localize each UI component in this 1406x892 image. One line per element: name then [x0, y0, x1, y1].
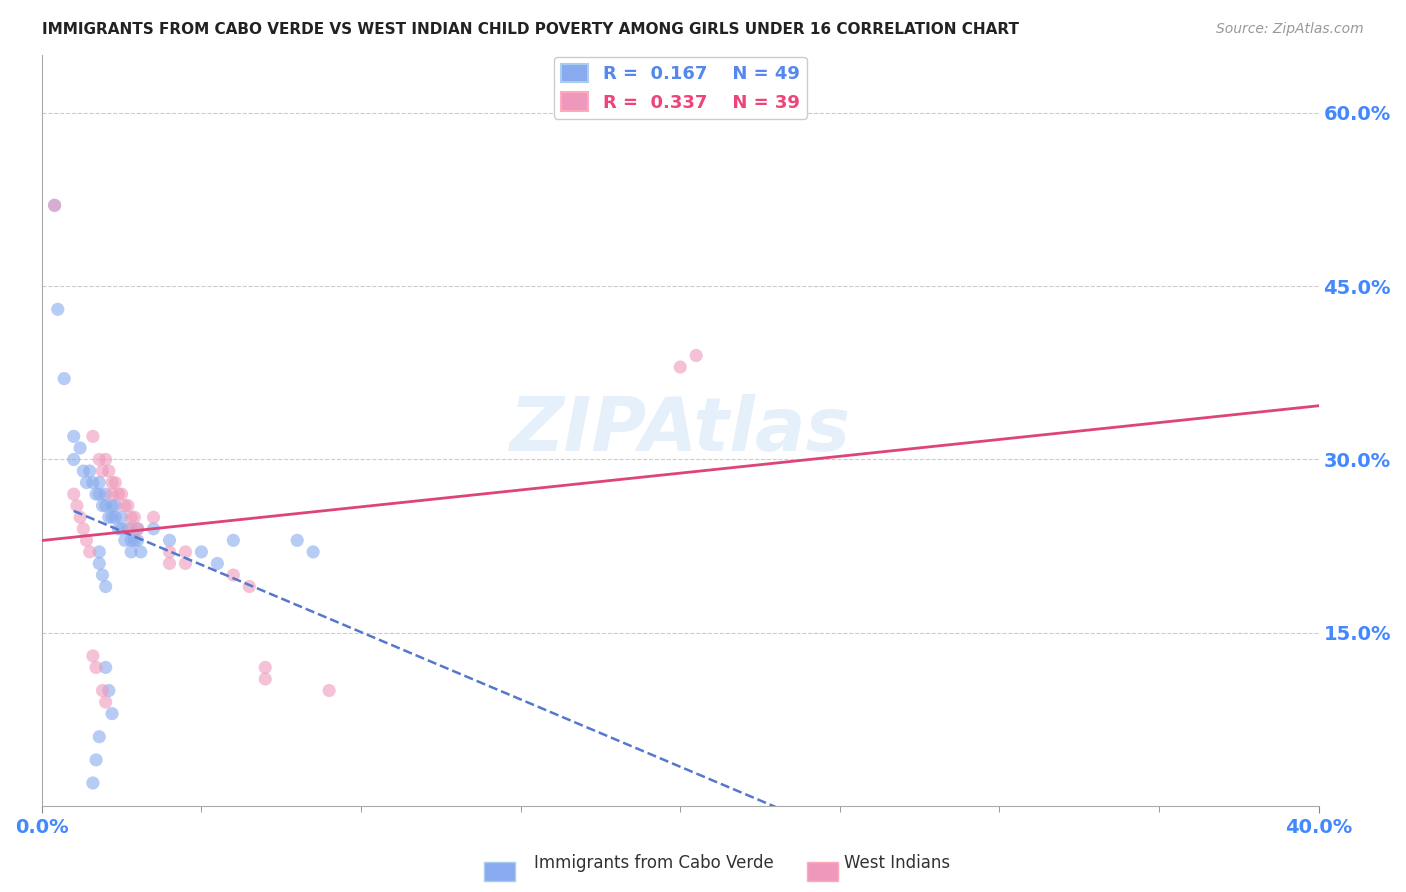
Point — [159, 545, 181, 559]
Point — [89, 545, 111, 559]
Point — [94, 660, 117, 674]
Point — [53, 371, 76, 385]
Point — [89, 557, 111, 571]
Point — [238, 580, 260, 594]
Point — [84, 753, 107, 767]
Point — [94, 695, 117, 709]
Point — [89, 452, 111, 467]
Point — [62, 487, 84, 501]
Point — [120, 533, 142, 548]
Point — [142, 510, 165, 524]
Point — [110, 510, 132, 524]
Point — [91, 464, 114, 478]
Point — [101, 499, 124, 513]
Point — [101, 706, 124, 721]
Point — [127, 533, 149, 548]
Text: ZIPAtlas: ZIPAtlas — [509, 394, 851, 467]
Point — [79, 545, 101, 559]
Point — [76, 475, 98, 490]
Point — [110, 522, 132, 536]
Point — [101, 487, 124, 501]
Point — [222, 533, 245, 548]
Text: West Indians: West Indians — [844, 855, 949, 872]
Point — [97, 464, 120, 478]
Point — [104, 499, 127, 513]
Text: Immigrants from Cabo Verde: Immigrants from Cabo Verde — [534, 855, 775, 872]
Point — [174, 557, 197, 571]
Point — [89, 487, 111, 501]
Point — [127, 522, 149, 536]
Point — [82, 475, 104, 490]
Point — [669, 360, 692, 375]
Point — [107, 522, 129, 536]
Point — [254, 660, 277, 674]
Point — [91, 683, 114, 698]
Point — [62, 429, 84, 443]
Point — [46, 302, 69, 317]
Point — [302, 545, 325, 559]
Point — [44, 198, 66, 212]
Point — [159, 557, 181, 571]
Point — [207, 557, 229, 571]
Point — [79, 464, 101, 478]
Point — [72, 522, 94, 536]
Point — [190, 545, 212, 559]
Point — [120, 522, 142, 536]
Point — [174, 545, 197, 559]
Point — [142, 522, 165, 536]
Point — [91, 499, 114, 513]
Point — [104, 475, 127, 490]
Point — [124, 533, 146, 548]
Point — [685, 349, 707, 363]
Point — [222, 568, 245, 582]
Point — [114, 533, 136, 548]
Point — [159, 533, 181, 548]
Point — [127, 522, 149, 536]
Point — [101, 510, 124, 524]
Point — [94, 452, 117, 467]
Point — [84, 660, 107, 674]
Point — [66, 499, 89, 513]
Point — [82, 648, 104, 663]
Point — [120, 510, 142, 524]
Point — [97, 510, 120, 524]
Point — [94, 580, 117, 594]
Point — [94, 499, 117, 513]
Point — [110, 487, 132, 501]
Point — [101, 475, 124, 490]
Point — [69, 441, 91, 455]
Point — [104, 510, 127, 524]
Point — [84, 487, 107, 501]
Point — [254, 672, 277, 686]
Point — [94, 487, 117, 501]
Point — [114, 499, 136, 513]
Point — [82, 429, 104, 443]
Point — [72, 464, 94, 478]
Point — [76, 533, 98, 548]
Point — [120, 545, 142, 559]
Legend: R =  0.167    N = 49, R =  0.337    N = 39: R = 0.167 N = 49, R = 0.337 N = 39 — [554, 57, 807, 119]
Point — [62, 452, 84, 467]
Point — [97, 683, 120, 698]
Point — [89, 730, 111, 744]
Point — [91, 568, 114, 582]
Point — [107, 487, 129, 501]
Point — [124, 510, 146, 524]
Point — [44, 198, 66, 212]
Point — [285, 533, 308, 548]
Point — [318, 683, 340, 698]
Point — [82, 776, 104, 790]
Point — [129, 545, 152, 559]
Point — [117, 499, 139, 513]
Point — [117, 522, 139, 536]
Text: Source: ZipAtlas.com: Source: ZipAtlas.com — [1216, 22, 1364, 37]
Text: IMMIGRANTS FROM CABO VERDE VS WEST INDIAN CHILD POVERTY AMONG GIRLS UNDER 16 COR: IMMIGRANTS FROM CABO VERDE VS WEST INDIA… — [42, 22, 1019, 37]
Point — [69, 510, 91, 524]
Point — [89, 475, 111, 490]
